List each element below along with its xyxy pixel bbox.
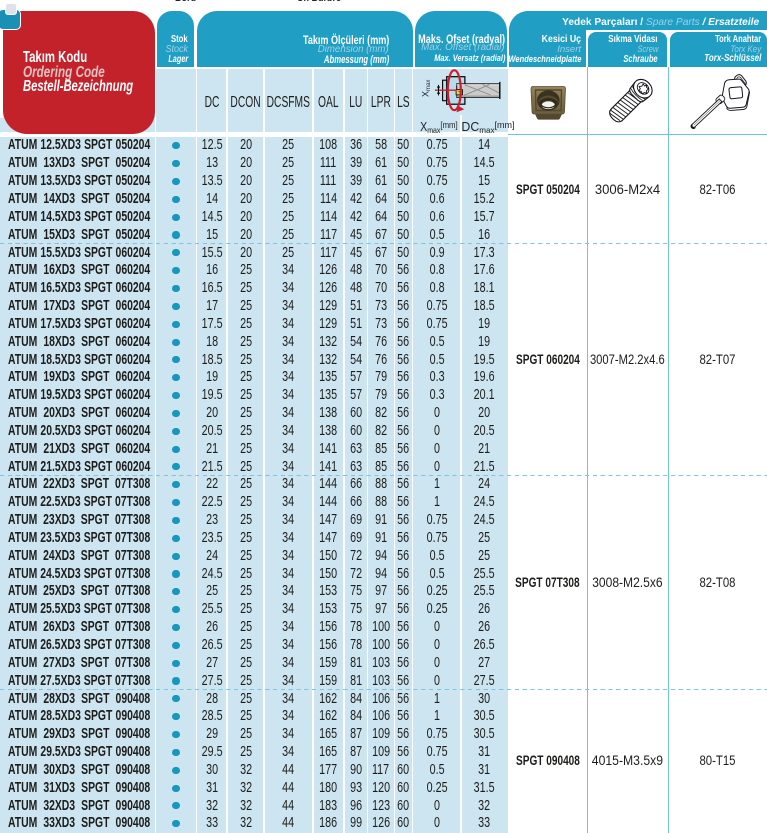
svg-text:Xmax: Xmax xyxy=(421,80,433,97)
